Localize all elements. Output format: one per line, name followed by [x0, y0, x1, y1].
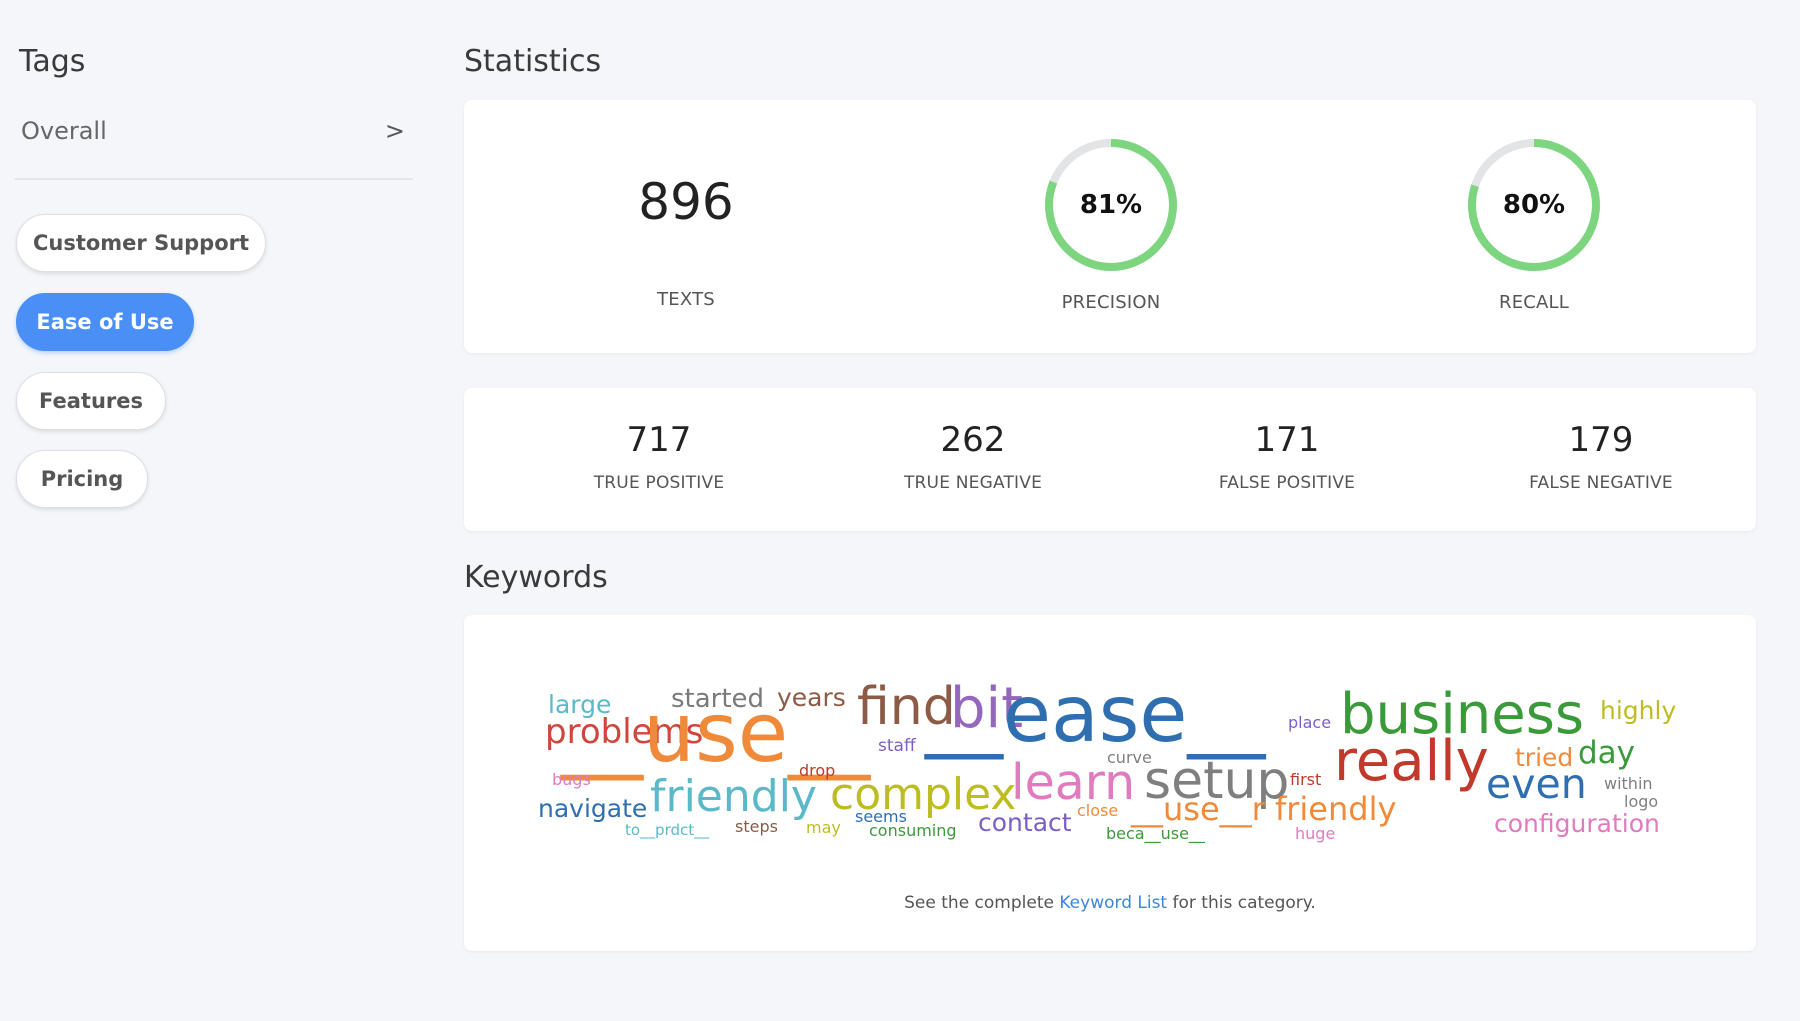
true-negative-label: TRUE NEGATIVE	[903, 473, 1043, 493]
keywords-title: Keywords	[464, 560, 608, 595]
keyword-learn: learn	[1011, 754, 1136, 811]
sidebar: Tags Overall > Customer Support Ease of …	[0, 0, 430, 1021]
keyword-setup: setup	[1144, 751, 1290, 811]
keyword-first: first	[1290, 770, 1322, 789]
statistics-title: Statistics	[464, 44, 602, 79]
keyword-use: __use__	[561, 686, 871, 781]
tag-features[interactable]: Features	[16, 372, 166, 430]
statistics-card: 896 TEXTS 81% PRECISION 80% RECALL	[464, 100, 1756, 353]
tag-customer-support[interactable]: Customer Support	[16, 214, 266, 272]
keyword-list-link[interactable]: Keyword List	[1059, 893, 1168, 913]
keyword-friendly: friendly	[650, 771, 817, 822]
keyword-years: years	[777, 683, 846, 712]
true-positive-value: 717	[626, 420, 692, 460]
keyword-curve: curve	[1107, 748, 1152, 767]
recall-ring	[1468, 139, 1600, 271]
keyword-within: within	[1604, 774, 1653, 793]
keyword-configuration: configuration	[1494, 809, 1660, 838]
recall-label: RECALL	[1498, 292, 1570, 313]
keyword-ease: __ease__	[925, 670, 1266, 760]
overall-nav-item[interactable]: Overall >	[15, 112, 413, 180]
keyword-drop: drop	[799, 761, 836, 780]
false-positive-value: 171	[1254, 420, 1320, 460]
keyword-really: really	[1334, 729, 1489, 794]
keyword-close: close	[1077, 801, 1119, 820]
texts-count: 896	[638, 173, 734, 231]
false-negative-label: FALSE NEGATIVE	[1529, 473, 1673, 493]
false-positive-label: FALSE POSITIVE	[1218, 473, 1356, 493]
keyword-huge: huge	[1295, 824, 1336, 843]
keyword-even: even	[1486, 760, 1587, 808]
keyword-navigate: navigate	[538, 794, 648, 823]
keyword-contact: contact	[978, 808, 1072, 837]
keyword-problems: problems	[545, 712, 704, 752]
precision-ring	[1045, 139, 1177, 271]
keyword-steps: steps	[735, 817, 778, 836]
precision-label: PRECISION	[1061, 292, 1161, 313]
true-negative-value: 262	[940, 420, 1006, 460]
keyword-large: large	[548, 690, 612, 719]
overall-label: Overall	[21, 117, 107, 145]
tag-pricing[interactable]: Pricing	[16, 450, 148, 508]
keyword-day: day	[1578, 735, 1636, 771]
keyword-seems: seems	[855, 807, 907, 826]
keyword-bit: bit	[950, 676, 1024, 741]
precision-ring-arc	[1045, 139, 1177, 271]
footer-prefix: See the complete	[904, 893, 1054, 913]
keyword-complex: complex	[830, 769, 1017, 820]
keyword-cloud: large started years problems __use__ fin…	[464, 615, 1756, 950]
false-negative-value: 179	[1568, 420, 1634, 460]
keyword-highly: highly	[1600, 696, 1677, 725]
recall-ring-arc	[1468, 139, 1600, 271]
keyword-consuming: consuming	[869, 821, 957, 840]
keyword-logo: logo	[1624, 792, 1659, 811]
keyword-business: business	[1340, 682, 1585, 747]
keyword-because: beca__use__	[1106, 824, 1205, 843]
keyword-user-friendly: __use__r friendly	[1131, 790, 1397, 828]
chevron-right-icon: >	[384, 117, 405, 145]
recall-value: 80%	[1502, 190, 1566, 220]
keyword-footer: See the complete Keyword List for this c…	[464, 893, 1756, 913]
tag-ease-of-use[interactable]: Ease of Use	[16, 293, 194, 351]
texts-label: TEXTS	[657, 289, 715, 310]
keyword-started: started	[671, 684, 765, 714]
keyword-to-prdct: to__prdct__	[625, 821, 710, 839]
keyword-tried: tried	[1515, 743, 1574, 772]
keyword-bugs: bugs	[552, 770, 591, 789]
true-positive-label: TRUE POSITIVE	[593, 473, 725, 493]
keyword-staff: staff	[878, 736, 916, 756]
sidebar-title: Tags	[19, 44, 86, 79]
keyword-place: place	[1288, 713, 1332, 732]
precision-value: 81%	[1079, 190, 1143, 220]
keyword-may: may	[806, 818, 841, 837]
footer-suffix: for this category.	[1172, 893, 1316, 913]
keywords-card: large started years problems __use__ fin…	[464, 615, 1756, 951]
confusion-card: 717 TRUE POSITIVE 262 TRUE NEGATIVE 171 …	[464, 388, 1756, 531]
keyword-find: find	[857, 677, 956, 737]
